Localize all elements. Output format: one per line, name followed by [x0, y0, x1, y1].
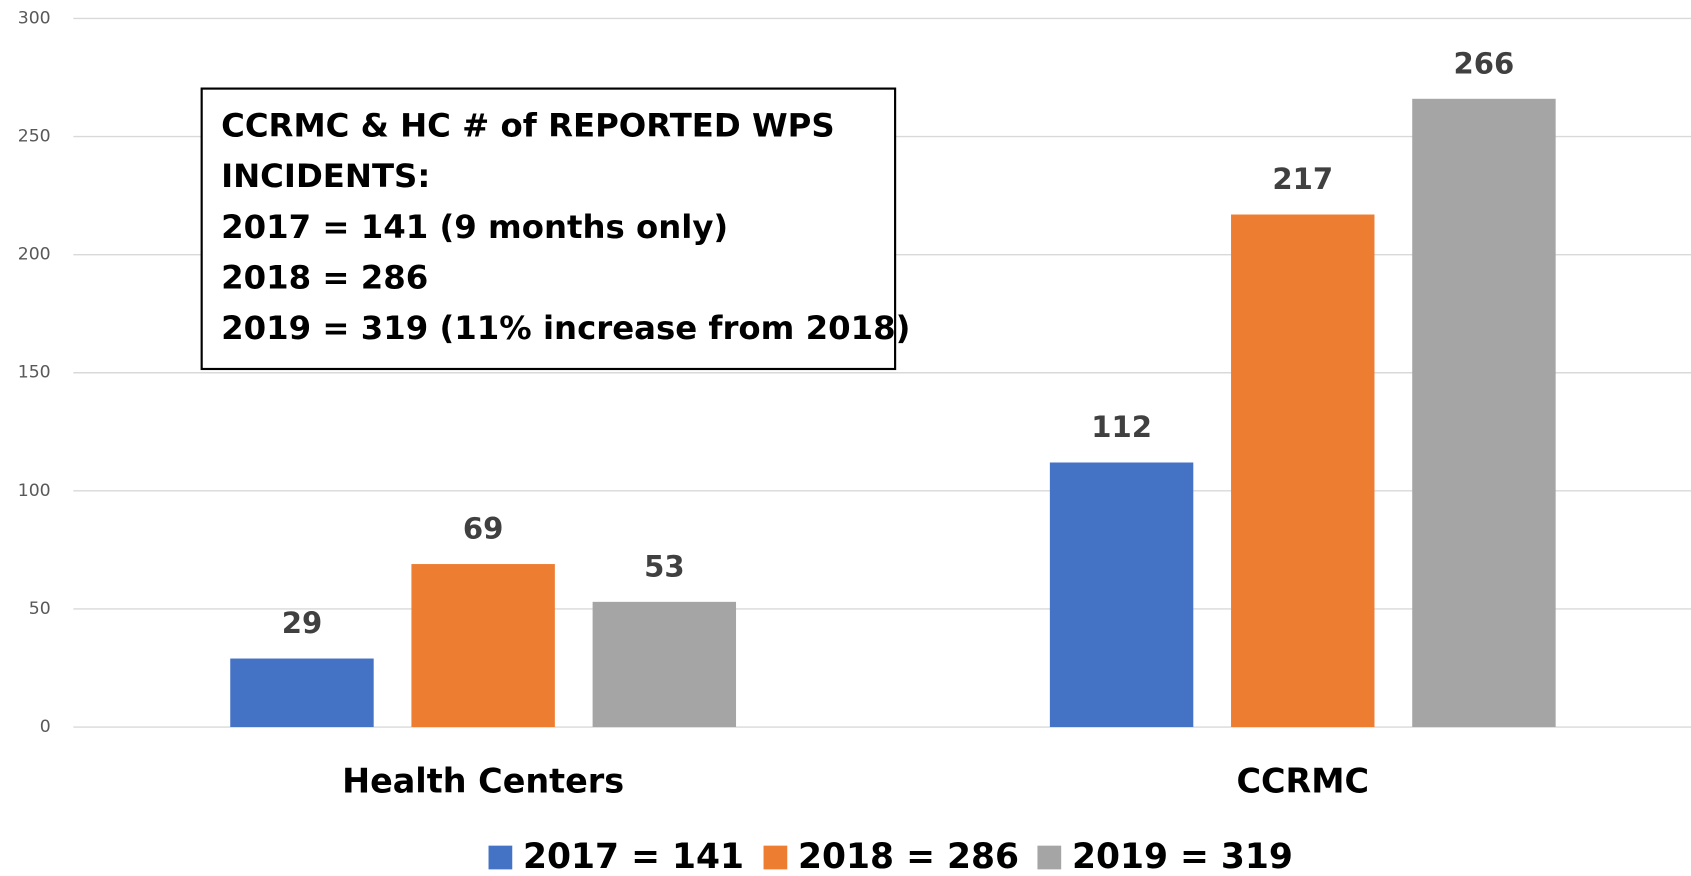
- bar: [1231, 214, 1375, 728]
- annotation-line: 2017 = 141 (9 months only): [221, 208, 728, 246]
- bar: [1412, 98, 1556, 728]
- x-tick-label: Health Centers: [342, 762, 624, 801]
- legend-swatch: [1037, 845, 1062, 870]
- data-label: 266: [1454, 46, 1515, 80]
- y-tick-label: 250: [18, 127, 51, 147]
- annotation-box: [200, 87, 897, 371]
- data-label: 53: [644, 549, 685, 583]
- data-label: 69: [463, 512, 504, 546]
- y-tick-label: 50: [29, 599, 51, 619]
- bar: [1049, 462, 1194, 728]
- legend-label: 2019 = 319: [1072, 837, 1293, 876]
- bar: [411, 564, 555, 728]
- data-label: 112: [1091, 410, 1152, 444]
- annotation-line: INCIDENTS:: [221, 157, 430, 195]
- legend-label: 2018 = 286: [798, 837, 1019, 876]
- y-tick-label: 100: [18, 481, 51, 501]
- legend-swatch: [488, 845, 513, 870]
- y-tick-label: 200: [18, 245, 51, 265]
- bar: [592, 601, 737, 728]
- bar: [230, 658, 374, 728]
- y-tick-label: 150: [18, 363, 51, 383]
- annotation-line: 2019 = 319 (11% increase from 2018): [221, 309, 910, 347]
- annotation-line: CCRMC & HC # of REPORTED WPS: [221, 106, 835, 144]
- y-tick-label: 0: [40, 717, 51, 737]
- legend-label: 2017 = 141: [523, 837, 744, 876]
- legend-swatch: [763, 845, 788, 870]
- y-tick-label: 300: [18, 8, 51, 28]
- x-tick-label: CCRMC: [1236, 762, 1369, 801]
- data-label: 29: [282, 606, 323, 640]
- annotation-line: 2018 = 286: [221, 258, 428, 296]
- data-label: 217: [1272, 162, 1333, 196]
